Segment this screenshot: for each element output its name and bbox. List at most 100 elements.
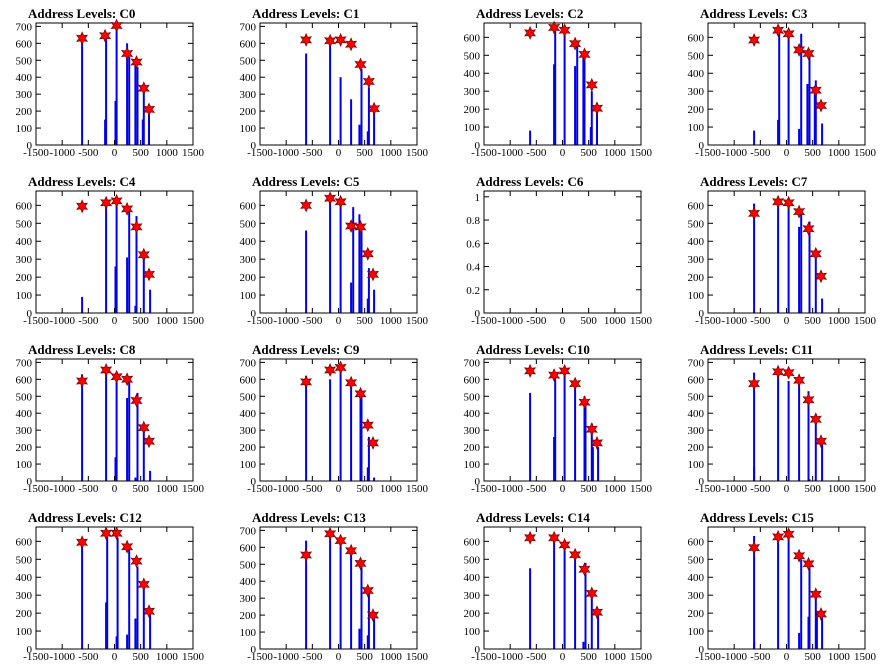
star-marker [137,577,150,592]
star-marker [142,434,156,449]
y-tick-label: 700 [16,21,33,33]
y-tick-label: 500 [688,50,705,62]
star-marker [558,537,571,552]
y-tick-label: 100 [688,122,705,134]
bar [821,298,824,313]
star-marker [793,548,806,563]
bar [142,586,145,649]
y-tick-label: 200 [688,272,705,284]
chart-title: Address Levels: C15 [700,510,814,525]
bar [753,203,756,313]
star-marker [548,368,561,383]
x-tick-label: 1500 [406,315,429,327]
bar [149,289,152,313]
x-tick-label: -1000 [273,315,299,327]
star-marker [524,363,537,378]
star-marker [121,372,134,387]
bar [373,111,376,145]
bar [134,60,137,145]
bar [358,628,361,649]
x-tick-label: 500 [132,483,149,495]
chart-panel: Address Levels: C6 0 0.2 0.4 0.6 0.8 1 -1500 -10… [466,174,652,327]
star-marker [585,586,598,601]
y-tick-label: 600 [240,542,257,554]
x-tick-label: 0 [560,483,566,495]
y-tick-label: 600 [16,536,33,548]
x-tick-label: -500 [750,483,771,495]
y-tick-label: 100 [16,459,33,471]
x-tick-label: 1000 [380,651,403,663]
bar [126,398,129,481]
y-tick-label: 600 [688,32,705,44]
y-tick-label: 0 [251,140,257,152]
star-marker [748,206,761,221]
y-tick-label: 300 [16,425,33,437]
bar [821,443,824,481]
y-tick-label: 0 [699,140,705,152]
star-marker [569,547,582,562]
x-tick-label: 1500 [182,147,205,159]
bar [590,589,593,649]
star-marker [324,526,337,541]
bar [114,457,117,481]
y-tick-label: 600 [688,200,705,212]
y-tick-label: 400 [688,572,705,584]
x-tick-label: -500 [526,147,547,159]
bar [814,593,817,649]
x-tick-label: -500 [302,147,323,159]
chart-title: Address Levels: C7 [700,174,808,189]
y-tick-label: 100 [688,459,705,471]
bar [116,537,119,649]
chart-panel: Address Levels: C9 0 100 200 300 400 500 600 700… [240,342,429,495]
chart-title: Address Levels: C6 [476,174,584,189]
y-tick-label: 500 [16,218,33,230]
x-tick-label: 500 [356,315,373,327]
x-tick-label: 1000 [156,147,179,159]
y-tick-label: 100 [240,627,257,639]
x-tick-label: -1000 [497,315,523,327]
bar [339,77,342,145]
chart-title: Address Levels: C1 [252,6,359,21]
y-tick-label: 600 [464,32,481,44]
x-tick-label: 500 [356,651,373,663]
star-marker [802,392,815,407]
x-tick-label: 0 [112,315,118,327]
bar [808,479,811,481]
bar [554,375,557,481]
star-marker [590,605,604,620]
y-tick-label: 500 [16,55,33,67]
chart-panel: Address Levels: C0 0 100 200 300 400 500 600 700… [16,6,205,159]
bar [128,210,131,313]
bar [149,470,152,481]
bar [554,30,557,146]
x-tick-label: 0 [784,315,790,327]
star-marker [354,556,367,571]
y-tick-label: 400 [464,408,481,420]
x-tick-label: 500 [132,315,149,327]
y-tick-label: 100 [16,123,33,135]
chart-title: Address Levels: C9 [252,342,360,357]
bar [329,39,332,145]
x-tick-label: 0 [560,651,566,663]
x-tick-label: 0 [112,147,118,159]
plot-frame [35,526,194,650]
y-tick-label: 200 [240,442,257,454]
bar [114,100,117,145]
star-marker [137,247,150,262]
star-marker [748,33,761,47]
x-tick-label: -1000 [721,147,747,159]
bar [128,381,131,481]
bar [136,67,139,145]
chart-panel: Address Levels: C13 0 100 200 300 400 500 600 70… [240,510,429,663]
star-marker [772,529,785,544]
y-tick-label: 600 [240,374,257,386]
x-tick-label: 1000 [604,483,627,495]
star-marker [130,554,143,569]
bar [777,375,780,481]
y-tick-label: 200 [16,442,33,454]
y-tick-label: 300 [464,590,481,602]
bar [373,477,376,481]
y-tick-label: 200 [240,610,257,622]
chart-panel: Address Levels: C10 0 100 200 300 400 500 600 70… [464,342,653,495]
y-tick-label: 600 [240,38,257,50]
